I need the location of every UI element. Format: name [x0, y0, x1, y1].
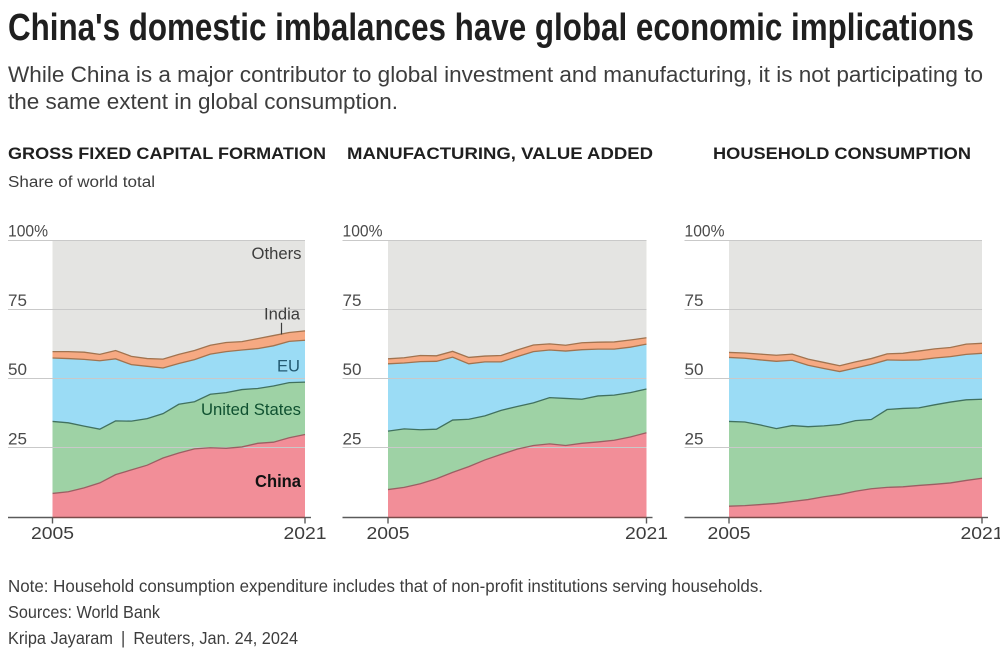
svg-text:Note: Household consumption ex: Note: Household consumption expenditure …	[8, 576, 763, 596]
svg-text:50: 50	[343, 361, 362, 379]
svg-text:25: 25	[343, 431, 362, 449]
svg-text:2021: 2021	[961, 523, 1000, 543]
svg-text:China: China	[255, 471, 301, 491]
svg-text:GROSS FIXED CAPITAL FORMATION: GROSS FIXED CAPITAL FORMATION	[8, 145, 326, 163]
svg-text:EU: EU	[277, 357, 300, 376]
svg-text:2005: 2005	[708, 523, 751, 543]
svg-text:50: 50	[685, 361, 704, 379]
svg-text:2005: 2005	[31, 523, 74, 543]
svg-text:While China is a major contrib: While China is a major contributor to gl…	[8, 62, 983, 87]
svg-text:75: 75	[685, 292, 704, 310]
svg-text:100%: 100%	[685, 223, 725, 241]
svg-text:the same extent in global cons: the same extent in global consumption.	[8, 89, 398, 114]
svg-text:China's domestic imbalances ha: China's domestic imbalances have global …	[8, 7, 974, 49]
svg-text:75: 75	[8, 292, 27, 310]
svg-text:50: 50	[8, 361, 27, 379]
svg-text:Sources: World Bank: Sources: World Bank	[8, 602, 160, 622]
svg-text:HOUSEHOLD CONSUMPTION: HOUSEHOLD CONSUMPTION	[713, 145, 971, 163]
svg-text:2021: 2021	[284, 523, 327, 543]
svg-text:MANUFACTURING, VALUE ADDED: MANUFACTURING, VALUE ADDED	[347, 145, 653, 163]
svg-text:United States: United States	[201, 400, 301, 419]
svg-text:100%: 100%	[343, 223, 383, 241]
svg-text:Kripa Jayaram | Reuters, Jan.: Kripa Jayaram | Reuters, Jan. 24, 2024	[8, 628, 298, 648]
svg-text:75: 75	[343, 292, 362, 310]
svg-text:2005: 2005	[367, 523, 410, 543]
svg-text:India: India	[264, 305, 301, 324]
svg-text:25: 25	[8, 431, 27, 449]
svg-text:Share of world total: Share of world total	[8, 174, 155, 191]
svg-text:25: 25	[685, 431, 704, 449]
svg-text:Others: Others	[252, 244, 302, 263]
svg-text:100%: 100%	[8, 223, 48, 241]
svg-text:2021: 2021	[625, 523, 668, 543]
